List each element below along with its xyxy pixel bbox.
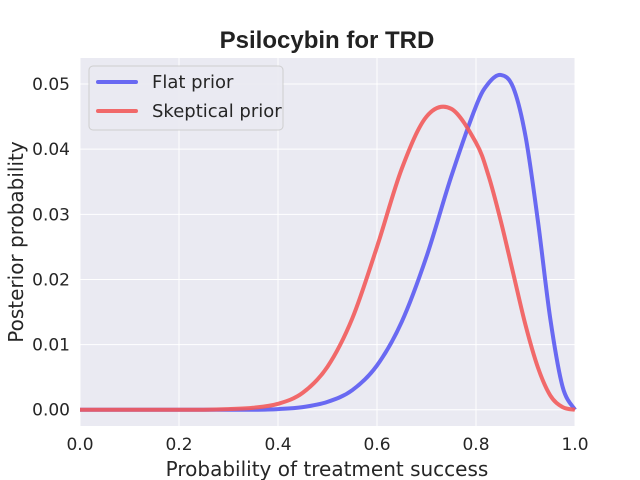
- series-line-skeptical-prior: [80, 104, 576, 412]
- x-tick-label: 0.0: [66, 435, 93, 455]
- legend-label-flat-prior: Flat prior: [152, 72, 234, 93]
- y-tick-labels: 0.00 0.01 0.02 0.03 0.04 0.05: [32, 75, 70, 421]
- y-tick-label: 0.01: [32, 336, 70, 356]
- x-tick-label: 0.4: [264, 435, 291, 455]
- legend: Flat prior Skeptical prior: [88, 65, 284, 131]
- x-tick-label: 0.2: [165, 435, 192, 455]
- x-axis-label: Probability of treatment success: [166, 457, 489, 480]
- legend-label-skeptical-prior: Skeptical prior: [152, 101, 282, 122]
- chart-title: Psilocybin for TRD: [220, 27, 435, 54]
- x-tick-label: 1.0: [561, 435, 588, 455]
- y-axis-label: Posterior probability: [4, 141, 28, 343]
- y-tick-label: 0.03: [32, 205, 70, 225]
- x-tick-label: 0.6: [363, 435, 390, 455]
- x-tick-label: 0.8: [462, 435, 489, 455]
- x-tick-labels: 0.0 0.2 0.4 0.6 0.8 1.0: [66, 435, 588, 455]
- series-layer: [80, 72, 577, 412]
- y-tick-label: 0.00: [32, 401, 70, 421]
- y-tick-label: 0.05: [32, 75, 70, 95]
- y-tick-label: 0.02: [32, 270, 70, 290]
- y-tick-label: 0.04: [32, 140, 70, 160]
